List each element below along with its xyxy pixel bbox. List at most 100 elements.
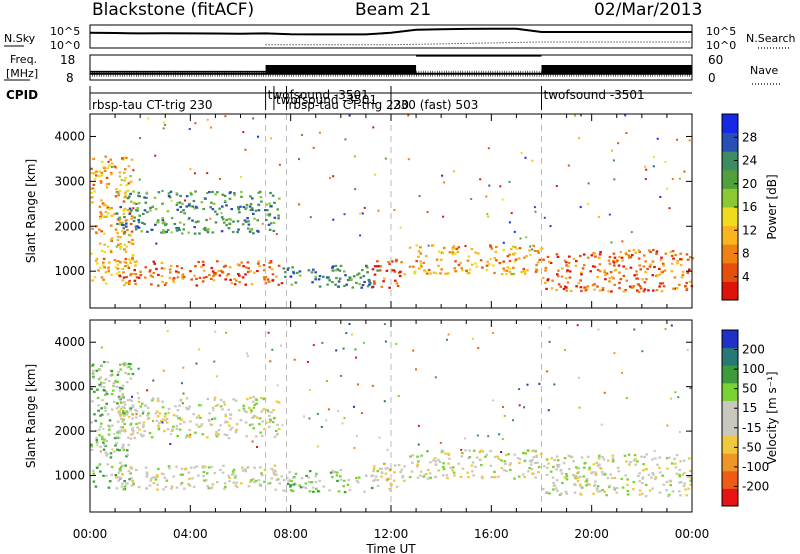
- scatter-cell: [157, 191, 161, 194]
- scatter-cell: [156, 399, 160, 402]
- scatter-cell: [211, 406, 215, 409]
- scatter-cell: [175, 427, 179, 430]
- scatter-cell: [624, 253, 628, 256]
- y-tick-label: 4000: [54, 335, 85, 349]
- scatter-cell: [113, 212, 116, 215]
- scatter-cell: [612, 261, 616, 264]
- scatter-cell: [644, 495, 648, 498]
- scatter-cell: [560, 472, 564, 475]
- noise-left-tick: 10^5: [50, 25, 80, 38]
- scatter-cell: [156, 397, 160, 400]
- scatter-cell: [179, 399, 182, 402]
- scatter-cell: [265, 219, 268, 222]
- scatter-cell: [95, 369, 99, 372]
- scatter-cell: [208, 419, 211, 422]
- scatter-cell: [128, 212, 132, 215]
- scatter-cell: [679, 263, 683, 267]
- scatter-cell: [142, 424, 145, 427]
- scatter-cell: [419, 470, 423, 473]
- scatter-cell: [244, 148, 247, 151]
- scatter-cell: [110, 473, 113, 476]
- scatter-cell: [470, 263, 474, 266]
- scatter-cell: [223, 221, 226, 224]
- scatter-cell: [475, 456, 479, 459]
- colorbar-tick-label: 20: [742, 177, 757, 191]
- scatter-cell: [342, 347, 345, 350]
- scatter-cell: [620, 256, 624, 259]
- scatter-cell: [619, 250, 623, 254]
- scatter-cell: [629, 461, 632, 464]
- scatter-cell: [162, 229, 165, 232]
- scatter-cell: [686, 258, 690, 261]
- scatter-cell: [209, 423, 213, 426]
- scatter-cell: [194, 265, 197, 268]
- scatter-cell: [117, 370, 120, 373]
- scatter-cell: [455, 247, 459, 251]
- scatter-cell: [441, 252, 445, 255]
- scatter-cell: [508, 270, 512, 273]
- scatter-cell: [663, 269, 667, 272]
- scatter-cell: [203, 465, 207, 468]
- scatter-cell: [248, 230, 252, 233]
- scatter-cell: [121, 157, 124, 160]
- scatter-cell: [202, 475, 205, 478]
- scatter-cell: [503, 414, 506, 417]
- scatter-cell: [616, 466, 620, 469]
- scatter-cell: [90, 191, 93, 194]
- scatter-cell: [224, 420, 227, 423]
- scatter-cell: [112, 389, 115, 392]
- scatter-cell: [633, 454, 637, 457]
- scatter-cell: [674, 466, 678, 469]
- scatter-cell: [114, 228, 118, 231]
- scatter-cell: [654, 476, 658, 479]
- scatter-cell: [105, 204, 109, 207]
- scatter-cell: [528, 249, 531, 252]
- scatter-cell: [331, 476, 334, 479]
- scatter-cell: [223, 194, 227, 197]
- scatter-cell: [104, 393, 107, 396]
- scatter-cell: [136, 207, 139, 210]
- scatter-cell: [194, 205, 198, 208]
- scatter-cell: [447, 452, 450, 455]
- y-axis-label: Slant Range [km]: [24, 364, 38, 468]
- scatter-cell: [484, 455, 487, 458]
- scatter-cell: [444, 452, 447, 455]
- scatter-cell: [239, 419, 243, 422]
- scatter-cell: [509, 468, 512, 472]
- scatter-cell: [106, 212, 110, 215]
- scatter-cell: [252, 232, 255, 235]
- scatter-cell: [428, 472, 432, 475]
- scatter-cell: [118, 274, 121, 277]
- colorbar-tick-label: -50: [742, 440, 762, 454]
- scatter-cell: [164, 485, 168, 488]
- scatter-cell: [289, 485, 292, 488]
- scatter-cell: [621, 371, 624, 374]
- scatter-cell: [529, 245, 532, 248]
- scatter-cell: [104, 271, 108, 274]
- scatter-cell: [337, 280, 341, 283]
- scatter-cell: [215, 431, 218, 434]
- scatter-cell: [676, 262, 679, 265]
- scatter-cell: [127, 189, 130, 192]
- scatter-cell: [163, 231, 166, 234]
- scatter-cell: [170, 433, 173, 435]
- scatter-cell: [111, 448, 114, 451]
- scatter-cell: [169, 264, 173, 267]
- scatter-cell: [280, 344, 283, 347]
- scatter-cell: [91, 158, 94, 161]
- scatter-cell: [189, 433, 192, 436]
- scatter-cell: [124, 257, 128, 261]
- scatter-cell: [182, 228, 185, 231]
- scatter-cell: [638, 285, 642, 288]
- scatter-cell: [272, 221, 276, 224]
- scatter-cell: [632, 248, 636, 252]
- scatter-cell: [253, 414, 257, 417]
- scatter-cell: [634, 251, 637, 254]
- scatter-cell: [102, 474, 105, 477]
- scatter-cell: [146, 389, 149, 392]
- scatter-cell: [457, 263, 461, 266]
- scatter-cell: [598, 463, 601, 466]
- scatter-cell: [114, 195, 118, 198]
- scatter-cell: [644, 468, 648, 471]
